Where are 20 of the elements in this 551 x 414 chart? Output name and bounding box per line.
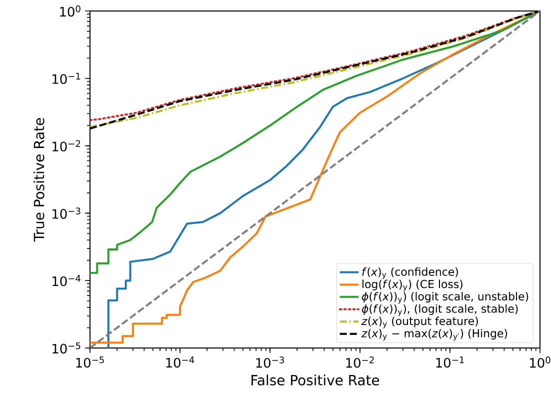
y-tick-label: 10$^{−1}$ bbox=[52, 72, 80, 84]
legend-label: f(x)$_{y}$ (confidence) bbox=[362, 267, 458, 279]
legend-label: ϕ(f(x))$_{y}$), (logit scale, stable) bbox=[362, 304, 518, 316]
x-tick-label: 10$^{−1}$ bbox=[436, 356, 464, 368]
y-tick-label: 10$^{0}$ bbox=[60, 5, 80, 17]
legend-label: z(x)$_{y}$ (output feature) bbox=[361, 316, 478, 328]
x-tick-label: 10$^{−2}$ bbox=[346, 356, 374, 368]
y-tick-label: 10$^{−4}$ bbox=[52, 275, 80, 286]
x-axis-title: False Positive Rate bbox=[252, 374, 380, 386]
text: z(x)$_{y}$ − max(z(x)$_{y′}$) (Hinge) bbox=[361, 328, 508, 341]
x-tick-label: 10$^{−4}$ bbox=[166, 356, 194, 368]
x-tick-label: 10$^{−3}$ bbox=[256, 356, 284, 368]
x-tick-label: 10$^{0}$ bbox=[530, 356, 550, 368]
legend-label: log(f(x)$_{y}$) (CE loss) bbox=[362, 280, 462, 292]
y-tick-label: 10$^{−5}$ bbox=[52, 342, 80, 354]
x-tick-label: 10$^{−5}$ bbox=[76, 356, 104, 368]
y-tick-label: 10$^{−3}$ bbox=[52, 208, 80, 219]
y-axis-title: True Positive Rate bbox=[34, 118, 44, 242]
y-tick-label: 10$^{−2}$ bbox=[52, 140, 80, 152]
legend-label: ϕ(f(x))$_{y}$) (logit scale, unstable) bbox=[362, 292, 528, 304]
